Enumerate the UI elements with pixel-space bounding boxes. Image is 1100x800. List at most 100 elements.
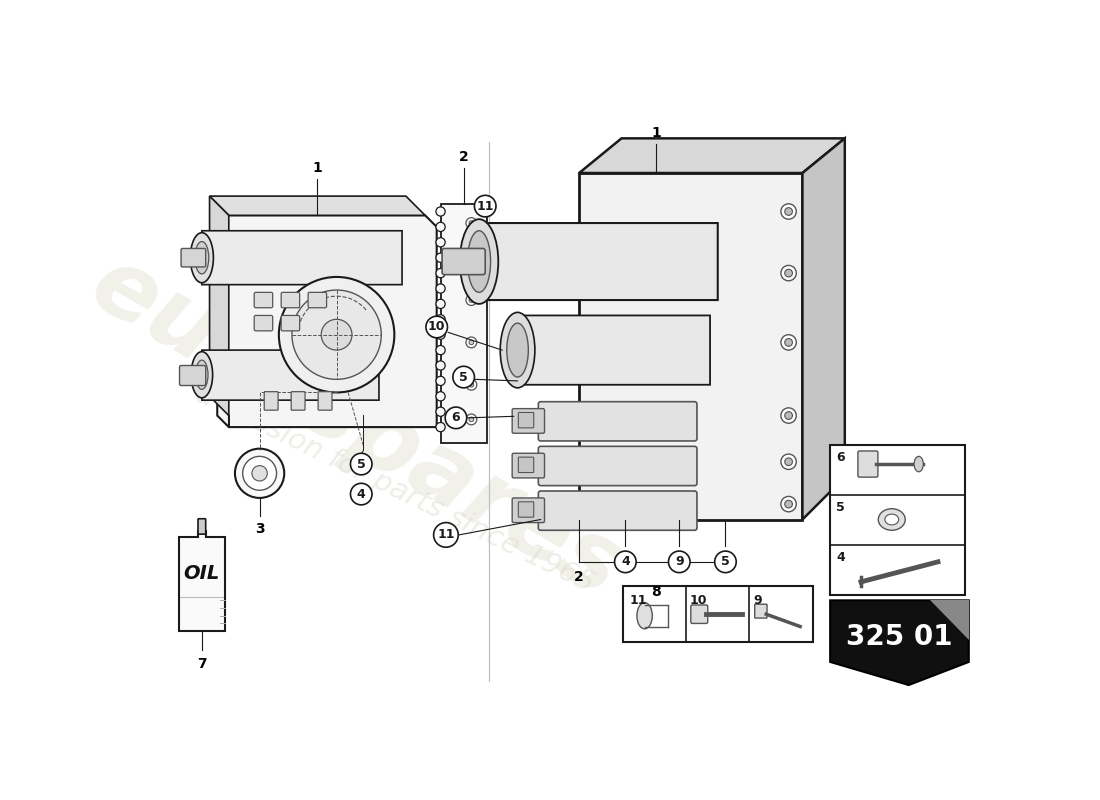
Text: 5: 5 xyxy=(460,370,467,383)
Circle shape xyxy=(321,319,352,350)
Text: 11: 11 xyxy=(437,529,454,542)
FancyBboxPatch shape xyxy=(513,498,544,522)
Polygon shape xyxy=(209,196,229,427)
FancyBboxPatch shape xyxy=(513,454,544,478)
Circle shape xyxy=(615,551,636,573)
Circle shape xyxy=(436,222,446,231)
Text: 6: 6 xyxy=(836,451,845,464)
Text: 7: 7 xyxy=(197,657,207,670)
Text: eurospares: eurospares xyxy=(74,238,638,616)
Circle shape xyxy=(453,366,474,388)
Text: 2: 2 xyxy=(459,150,469,164)
Text: 8: 8 xyxy=(651,585,661,599)
Circle shape xyxy=(715,551,736,573)
FancyBboxPatch shape xyxy=(538,491,697,530)
Text: 4: 4 xyxy=(621,555,629,568)
Circle shape xyxy=(469,255,474,260)
Circle shape xyxy=(436,299,446,309)
Circle shape xyxy=(466,379,476,390)
Circle shape xyxy=(781,204,796,219)
Circle shape xyxy=(469,382,474,387)
Text: 10: 10 xyxy=(428,321,446,334)
Circle shape xyxy=(466,252,476,263)
Ellipse shape xyxy=(468,230,491,292)
Text: 1: 1 xyxy=(651,126,661,140)
Polygon shape xyxy=(830,445,965,595)
Ellipse shape xyxy=(507,323,528,377)
Text: 9: 9 xyxy=(754,594,762,607)
FancyBboxPatch shape xyxy=(755,604,767,618)
Circle shape xyxy=(292,290,382,379)
FancyBboxPatch shape xyxy=(308,292,327,308)
Circle shape xyxy=(436,238,446,247)
Polygon shape xyxy=(580,138,845,173)
Circle shape xyxy=(469,298,474,302)
Circle shape xyxy=(474,195,496,217)
Circle shape xyxy=(784,500,792,508)
Text: 325 01: 325 01 xyxy=(846,622,953,650)
FancyBboxPatch shape xyxy=(254,292,273,308)
FancyBboxPatch shape xyxy=(282,292,299,308)
Text: 9: 9 xyxy=(675,555,683,568)
FancyBboxPatch shape xyxy=(518,457,534,473)
Circle shape xyxy=(235,449,284,498)
Polygon shape xyxy=(623,586,813,642)
Text: 11: 11 xyxy=(476,200,494,213)
Circle shape xyxy=(436,253,446,262)
Circle shape xyxy=(781,408,796,423)
Circle shape xyxy=(436,422,446,432)
Circle shape xyxy=(279,277,395,393)
Text: 4: 4 xyxy=(356,487,365,501)
FancyBboxPatch shape xyxy=(513,409,544,434)
Polygon shape xyxy=(440,204,486,442)
Ellipse shape xyxy=(884,514,899,525)
Ellipse shape xyxy=(190,233,213,282)
Text: 11: 11 xyxy=(629,594,647,607)
FancyBboxPatch shape xyxy=(442,249,485,274)
FancyBboxPatch shape xyxy=(517,315,711,385)
Circle shape xyxy=(466,218,476,229)
Circle shape xyxy=(436,207,446,216)
FancyBboxPatch shape xyxy=(480,223,717,300)
Circle shape xyxy=(436,407,446,416)
Text: 1: 1 xyxy=(312,162,322,175)
Circle shape xyxy=(351,454,372,475)
Polygon shape xyxy=(209,196,425,215)
Circle shape xyxy=(784,270,792,277)
Circle shape xyxy=(466,337,476,348)
Circle shape xyxy=(351,483,372,505)
FancyBboxPatch shape xyxy=(292,392,305,410)
Circle shape xyxy=(446,407,466,429)
Text: 10: 10 xyxy=(690,594,707,607)
Circle shape xyxy=(426,316,448,338)
Ellipse shape xyxy=(914,456,923,472)
FancyBboxPatch shape xyxy=(282,315,299,331)
FancyBboxPatch shape xyxy=(318,392,332,410)
Circle shape xyxy=(784,208,792,215)
Text: 2: 2 xyxy=(574,570,584,583)
Ellipse shape xyxy=(878,509,905,530)
Circle shape xyxy=(252,466,267,481)
FancyBboxPatch shape xyxy=(202,230,403,285)
Circle shape xyxy=(436,392,446,401)
Ellipse shape xyxy=(500,312,535,388)
Circle shape xyxy=(669,551,690,573)
Circle shape xyxy=(466,294,476,306)
Circle shape xyxy=(433,522,459,547)
Text: 5: 5 xyxy=(836,501,845,514)
Circle shape xyxy=(436,284,446,293)
Circle shape xyxy=(436,346,446,354)
Circle shape xyxy=(436,361,446,370)
FancyBboxPatch shape xyxy=(691,605,707,623)
Ellipse shape xyxy=(195,242,209,274)
Circle shape xyxy=(436,376,446,386)
FancyBboxPatch shape xyxy=(518,413,534,428)
Circle shape xyxy=(784,412,792,419)
Polygon shape xyxy=(178,531,224,631)
FancyBboxPatch shape xyxy=(538,446,697,486)
Text: 4: 4 xyxy=(836,551,845,564)
FancyBboxPatch shape xyxy=(182,249,206,267)
Ellipse shape xyxy=(191,352,212,398)
Circle shape xyxy=(469,417,474,422)
Circle shape xyxy=(784,338,792,346)
